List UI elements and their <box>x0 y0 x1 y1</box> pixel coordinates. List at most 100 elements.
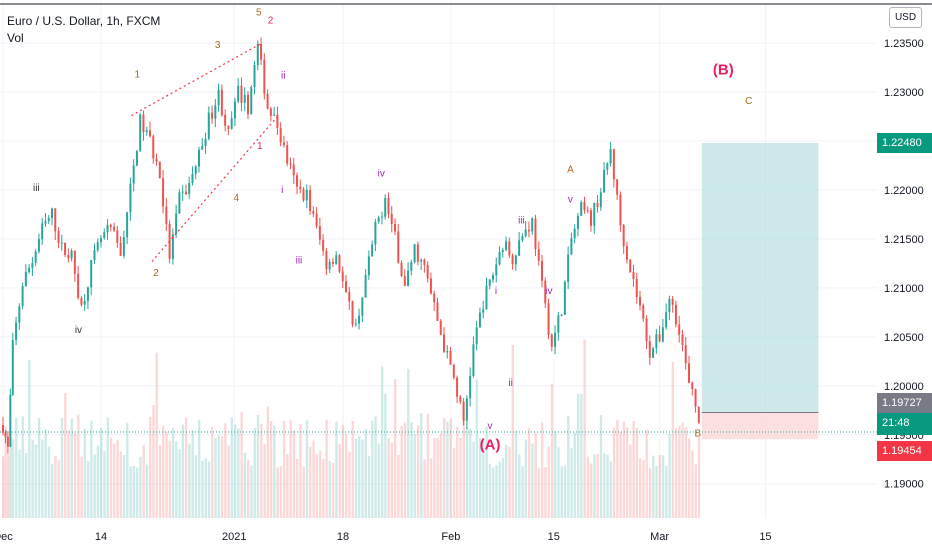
candle-body <box>691 382 694 390</box>
candle-body <box>24 271 27 287</box>
candle-body <box>4 432 7 437</box>
volume-bar <box>632 420 635 518</box>
candle-body <box>524 229 527 237</box>
candle-body <box>233 101 236 119</box>
volume-bar <box>83 428 87 518</box>
candle-body <box>390 213 393 224</box>
wave-label: C <box>745 96 752 107</box>
volume-bar <box>688 438 691 518</box>
volume-bar <box>119 451 122 518</box>
volume-bar <box>207 461 211 518</box>
volume-bar <box>384 393 387 518</box>
volume-bar <box>237 428 240 518</box>
candle-body <box>436 302 439 321</box>
volume-bar <box>57 460 60 518</box>
volume-bar <box>374 416 377 518</box>
volume-bar <box>184 417 188 518</box>
candle-body <box>514 255 517 265</box>
volume-bar <box>446 421 449 518</box>
stop-price-tag: 1.19454 <box>877 440 932 461</box>
volume-bar <box>639 458 642 518</box>
volume-bar <box>394 379 397 518</box>
candle-body <box>554 332 557 347</box>
candle-body <box>6 436 9 447</box>
volume-bar <box>485 426 488 518</box>
volume-bar <box>296 459 299 518</box>
volume-bar <box>567 416 570 518</box>
wave-label: B <box>694 429 701 440</box>
volume-bar <box>586 456 590 518</box>
volume-bar <box>380 366 384 518</box>
candle-body <box>331 261 334 264</box>
volume-bar <box>93 454 96 518</box>
volume-bar <box>77 414 80 518</box>
volume-bar <box>514 430 518 518</box>
volume-bars <box>2 339 701 518</box>
candle-body <box>302 189 305 201</box>
volume-bar <box>521 466 524 518</box>
candle-body <box>658 334 661 342</box>
candle-body <box>400 262 403 276</box>
candle-body <box>21 286 24 307</box>
volume-bar <box>51 463 54 518</box>
volume-bar <box>139 456 142 518</box>
time-tick-label: 15 <box>759 531 771 543</box>
candle-body <box>64 242 67 255</box>
candle-body <box>37 239 40 252</box>
candle-body <box>439 320 442 335</box>
volume-bar <box>429 458 433 518</box>
candle-body <box>312 210 315 214</box>
volume-bar <box>227 445 230 518</box>
candle-body <box>338 255 341 272</box>
volume-bar <box>116 440 119 518</box>
volume-bar <box>694 464 697 518</box>
volume-bar <box>220 436 224 518</box>
candle-body <box>586 210 589 212</box>
candle-body <box>674 304 677 325</box>
volume-bar <box>678 425 681 518</box>
candle-body <box>599 192 602 208</box>
candle-body <box>217 89 220 106</box>
volume-bar <box>387 438 390 518</box>
wedge-trendlines[interactable] <box>131 42 278 262</box>
candle-body <box>648 341 651 358</box>
volume-bar <box>554 431 557 518</box>
volume-bar <box>599 415 603 518</box>
volume-bar <box>648 467 652 518</box>
wave-label: ii <box>281 70 285 81</box>
volume-bar <box>625 427 629 518</box>
candle-body <box>220 89 223 115</box>
candle-body <box>580 202 583 216</box>
currency-button[interactable]: USD <box>889 7 922 28</box>
volume-bar <box>34 444 38 518</box>
volume-bar <box>132 465 136 518</box>
long-position-tool[interactable] <box>701 143 819 440</box>
volume-bar <box>492 467 495 518</box>
time-tick-label: 15 <box>548 531 560 543</box>
volume-bar <box>576 393 580 518</box>
candle-body <box>351 301 354 325</box>
candle-body <box>469 375 472 399</box>
candle-body <box>47 218 50 222</box>
volume-bar <box>47 446 51 518</box>
candle-body <box>612 149 615 180</box>
volume-bar <box>547 446 550 518</box>
candle-body <box>544 280 547 304</box>
candle-body <box>335 255 338 264</box>
candle-body <box>250 87 253 115</box>
candle-body <box>273 114 276 116</box>
candle-body <box>423 259 426 265</box>
wave-label: (A) <box>480 436 501 453</box>
candle-body <box>429 278 432 294</box>
wave-label: i <box>495 286 497 297</box>
candle-body <box>162 178 165 207</box>
candle-body <box>465 398 468 421</box>
volume-bar <box>482 437 485 518</box>
candle-body <box>194 166 197 175</box>
candle-body <box>583 202 586 211</box>
candle-body <box>678 324 681 335</box>
candle-body <box>622 225 625 247</box>
candle-body <box>77 273 80 299</box>
candle-body <box>15 322 18 341</box>
